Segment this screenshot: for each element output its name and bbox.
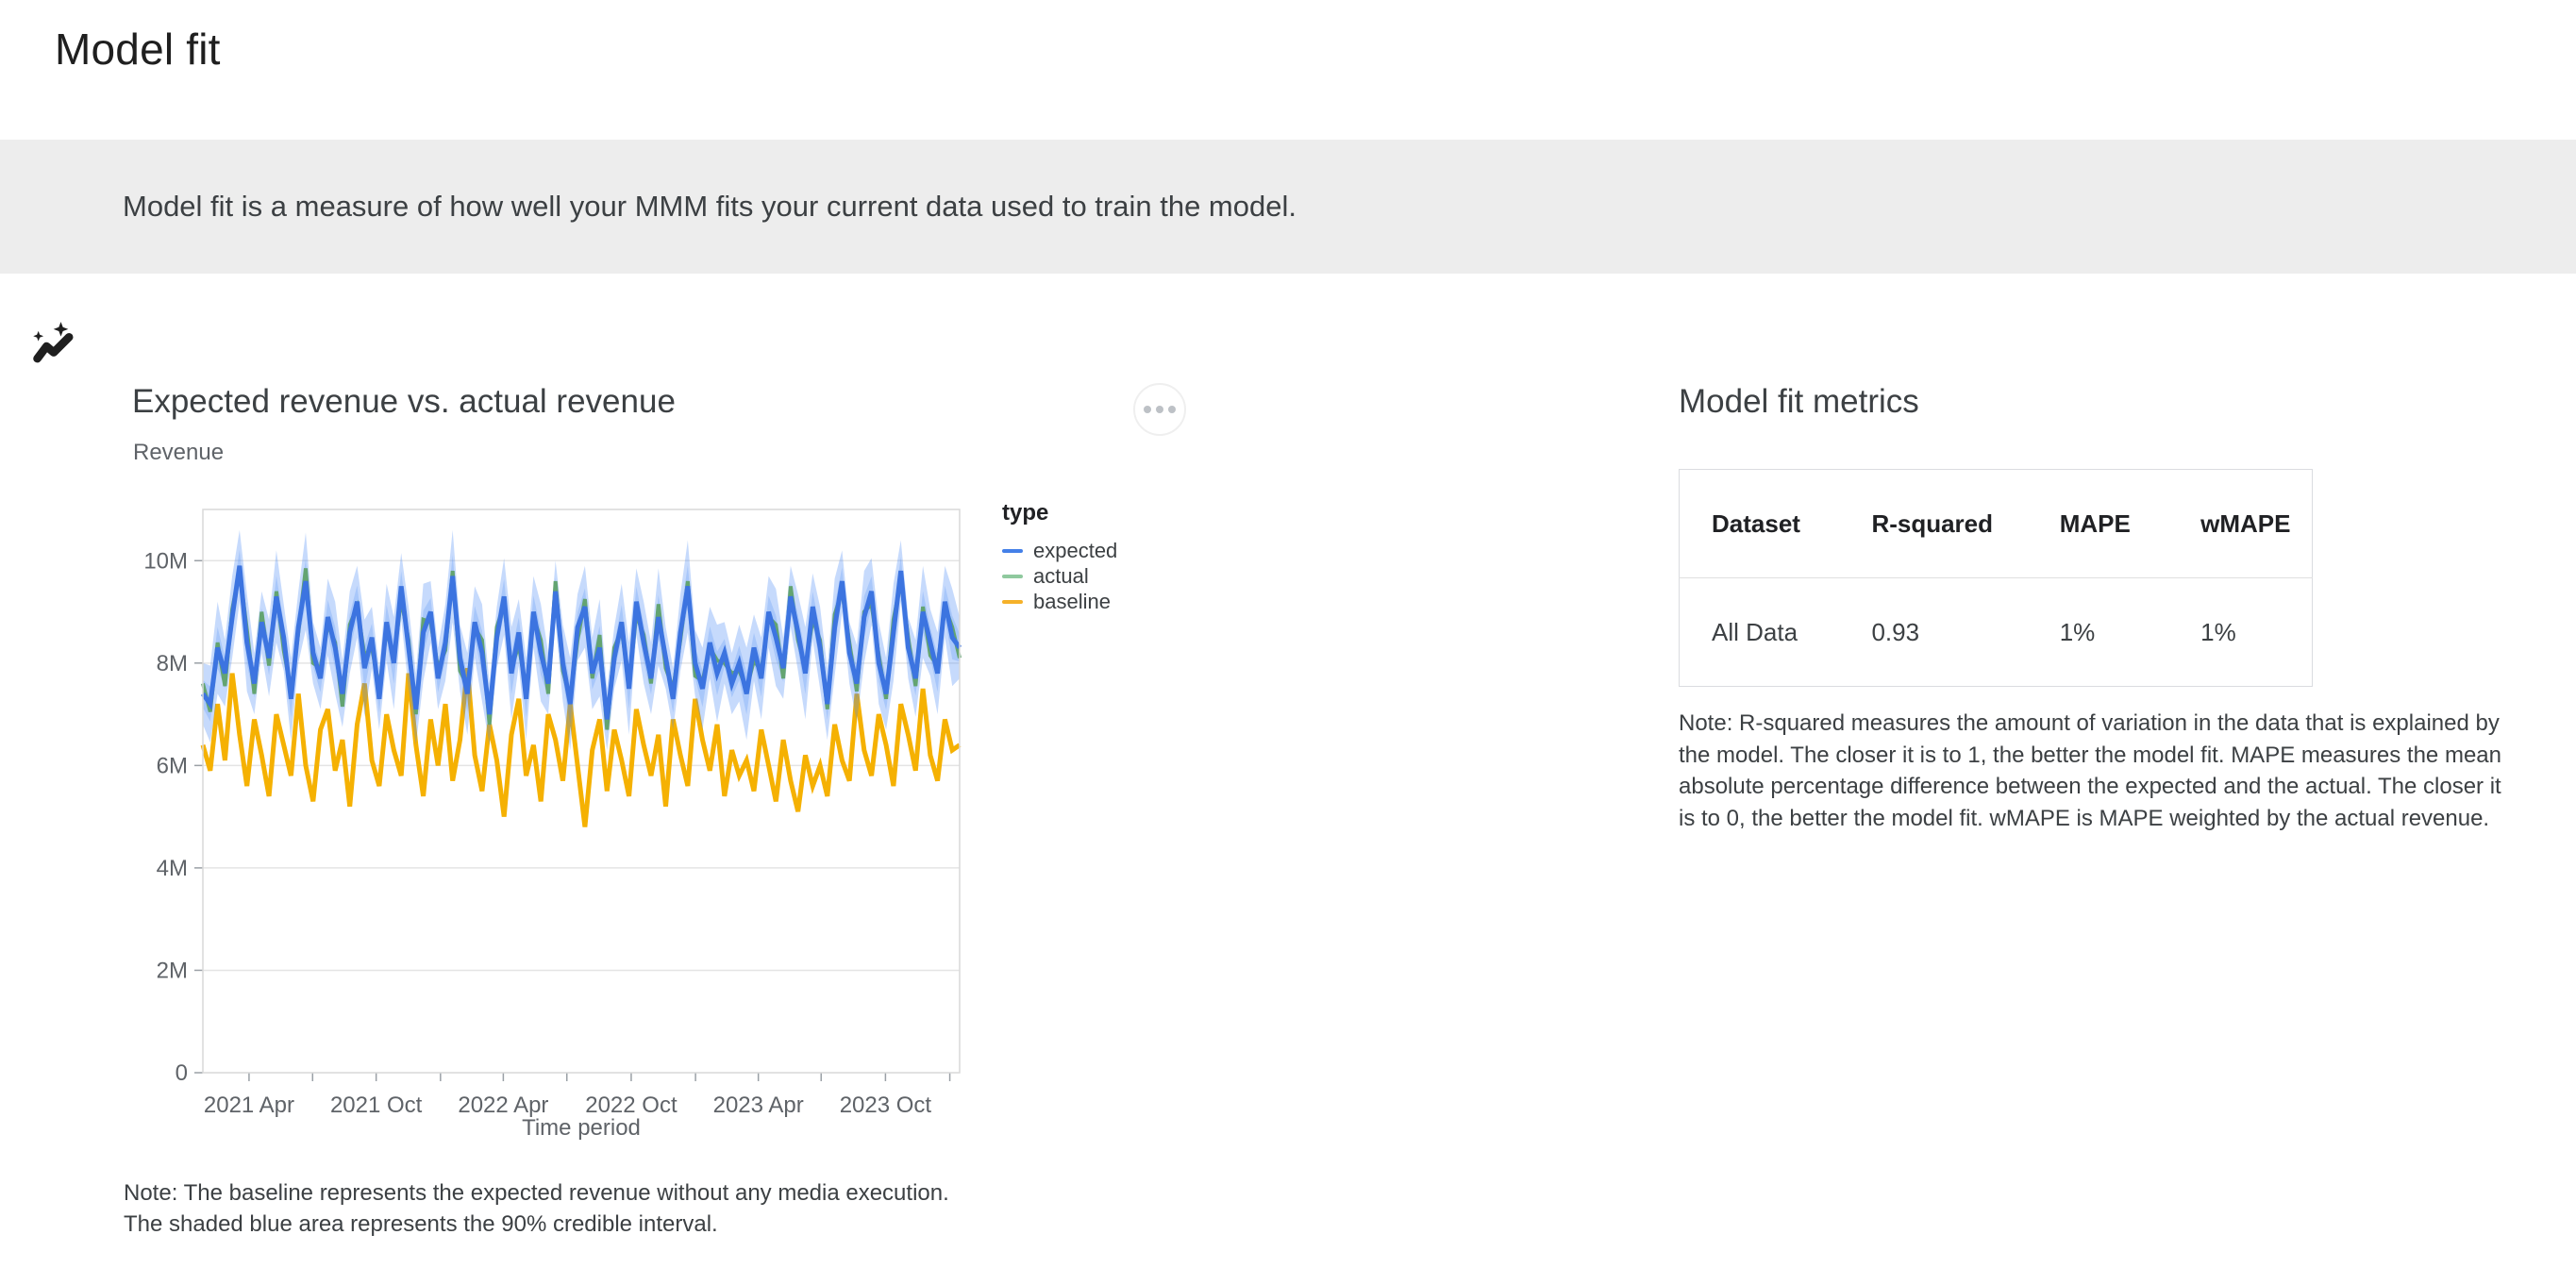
legend-label: actual <box>1033 564 1089 588</box>
svg-text:6M: 6M <box>157 753 188 778</box>
legend-item-actual: actual <box>1002 563 1117 589</box>
svg-text:2021 Apr: 2021 Apr <box>204 1093 294 1118</box>
more-dot <box>1156 406 1163 413</box>
svg-text:2023 Oct: 2023 Oct <box>840 1093 932 1118</box>
svg-text:10M: 10M <box>143 548 188 574</box>
expected-vs-actual-chart: 0 2M 4M 6M 8M 10M 2021 Apr 2021 Oct 2022 Apr 2022… <box>143 509 962 1141</box>
more-dot <box>1144 406 1151 413</box>
more-options-button[interactable] <box>1133 383 1186 436</box>
svg-text:2023 Apr: 2023 Apr <box>713 1093 804 1118</box>
cell-mape: 1% <box>2059 617 2096 646</box>
table-row: All Data 0.93 1% 1% <box>1680 578 2313 687</box>
cell-dataset: All Data <box>1712 617 1798 646</box>
col-header-wmape: wMAPE <box>2200 469 2313 578</box>
metrics-note: Note: R-squared measures the amount of v… <box>1679 710 2501 831</box>
legend-label: baseline <box>1033 590 1111 613</box>
insights-icon <box>33 322 74 363</box>
svg-text:2022 Apr: 2022 Apr <box>458 1093 548 1118</box>
table-header-row: Dataset R-squared MAPE wMAPE <box>1679 469 2313 578</box>
more-dot <box>1168 406 1176 413</box>
chart-subtitle: Revenue <box>133 440 225 465</box>
chart-note: Note: The baseline represents the expect… <box>124 1180 949 1237</box>
chart-title: Expected revenue vs. actual revenue <box>132 383 676 420</box>
col-header-dataset: Dataset <box>1679 469 1872 578</box>
svg-text:2021 Oct: 2021 Oct <box>330 1093 423 1118</box>
metrics-title: Model fit metrics <box>1679 383 1919 420</box>
legend-swatch-expected <box>1002 548 1023 553</box>
banner-text: Model fit is a measure of how well your … <box>123 190 1296 223</box>
svg-text:2022 Oct: 2022 Oct <box>585 1093 677 1118</box>
svg-text:2M: 2M <box>157 958 188 983</box>
model-fit-metrics-table: Dataset R-squared MAPE wMAPE All Data 0.… <box>1679 469 2313 687</box>
legend-item-baseline: baseline <box>1002 589 1117 614</box>
chart-legend: type expected actual baseline <box>1002 500 1117 614</box>
svg-text:0: 0 <box>176 1060 188 1086</box>
legend-item-expected: expected <box>1002 538 1117 563</box>
x-axis-title: Time period <box>522 1115 641 1141</box>
col-header-mape: MAPE <box>2059 469 2201 578</box>
page-title: Model fit <box>55 25 221 74</box>
cell-rsquared: 0.93 <box>1871 617 1920 646</box>
cell-wmape: 1% <box>2200 617 2236 646</box>
info-banner: Model fit is a measure of how well your … <box>0 140 2576 363</box>
svg-text:4M: 4M <box>157 856 188 881</box>
svg-text:8M: 8M <box>157 651 188 676</box>
col-header-rsquared: R-squared <box>1871 469 2060 578</box>
legend-swatch-actual <box>1002 574 1023 578</box>
legend-swatch-baseline <box>1002 599 1023 604</box>
legend-label: expected <box>1033 539 1118 562</box>
legend-title: type <box>1002 500 1049 526</box>
